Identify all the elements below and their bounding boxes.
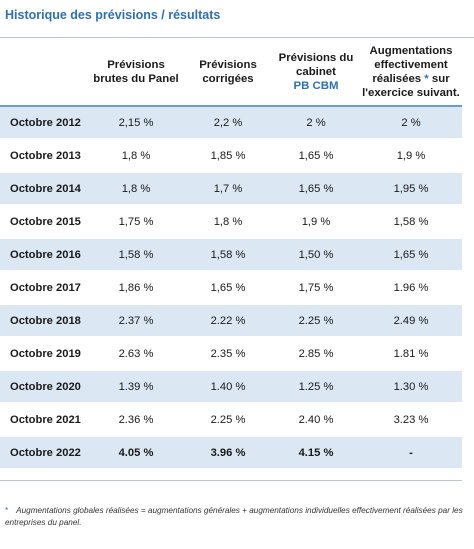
table-row: Octobre 2020 1.39 % 1.40 % 1.25 % 1.30 % bbox=[0, 370, 462, 404]
table-row: Octobre 2018 2.37 % 2.22 % 2.25 % 2.49 % bbox=[0, 304, 462, 338]
cell-actual: 1,9 % bbox=[360, 139, 462, 173]
cell-firm: 2.40 % bbox=[272, 403, 360, 437]
table-bottom-divider bbox=[0, 480, 462, 481]
cell-corrected: 2.25 % bbox=[184, 403, 272, 437]
cell-corrected: 1.40 % bbox=[184, 370, 272, 404]
header-actual-increases: Augmentations effectivement réalisées * … bbox=[360, 38, 462, 107]
table-row: Octobre 2015 1,75 % 1,8 % 1,9 % 1,58 % bbox=[0, 205, 462, 239]
page-title: Historique des prévisions / résultats bbox=[5, 8, 221, 22]
row-label: Octobre 2016 bbox=[0, 238, 88, 272]
cell-raw: 1,75 % bbox=[88, 205, 184, 239]
cell-raw: 2,15 % bbox=[88, 106, 184, 140]
table-row: Octobre 2013 1,8 % 1,85 % 1,65 % 1,9 % bbox=[0, 139, 462, 173]
table-row: Octobre 2019 2.63 % 2.35 % 2.85 % 1.81 % bbox=[0, 337, 462, 371]
header-firm-forecasts-text: Prévisions du cabinet bbox=[278, 51, 354, 78]
cell-raw: 1,8 % bbox=[88, 139, 184, 173]
row-label: Octobre 2021 bbox=[0, 403, 88, 437]
table-row: Octobre 2012 2,15 % 2,2 % 2 % 2 % bbox=[0, 106, 462, 140]
cell-actual: 3.23 % bbox=[360, 403, 462, 437]
table-row: Octobre 2016 1,58 % 1,58 % 1,50 % 1,65 % bbox=[0, 238, 462, 272]
row-label: Octobre 2019 bbox=[0, 337, 88, 371]
row-label: Octobre 2014 bbox=[0, 172, 88, 206]
cell-actual: 2 % bbox=[360, 106, 462, 140]
cell-actual: 1,65 % bbox=[360, 238, 462, 272]
cell-raw: 1,8 % bbox=[88, 172, 184, 206]
cell-actual: 1.81 % bbox=[360, 337, 462, 371]
table-row: Octobre 2021 2.36 % 2.25 % 2.40 % 3.23 % bbox=[0, 403, 462, 437]
cell-actual: 1.30 % bbox=[360, 370, 462, 404]
header-actual-increases-suffix: sur l'exercice suivant. bbox=[362, 72, 460, 99]
cell-corrected: 1,7 % bbox=[184, 172, 272, 206]
cell-corrected: 1,65 % bbox=[184, 271, 272, 305]
cell-raw: 1,58 % bbox=[88, 238, 184, 272]
row-label: Octobre 2022 bbox=[0, 436, 88, 470]
cell-corrected: 1,8 % bbox=[184, 205, 272, 239]
cell-corrected: 1,85 % bbox=[184, 139, 272, 173]
cell-raw: 2.37 % bbox=[88, 304, 184, 338]
row-label: Octobre 2020 bbox=[0, 370, 88, 404]
cell-firm: 1,75 % bbox=[272, 271, 360, 305]
header-corrected-forecasts: Prévisions corrigées bbox=[184, 38, 272, 107]
header-footnote-star: * bbox=[424, 72, 429, 85]
row-label: Octobre 2012 bbox=[0, 106, 88, 140]
cell-corrected: 2.35 % bbox=[184, 337, 272, 371]
cell-firm: 2.25 % bbox=[272, 304, 360, 338]
cell-firm: 1,65 % bbox=[272, 139, 360, 173]
cell-actual: 2.49 % bbox=[360, 304, 462, 338]
cell-raw: 2.36 % bbox=[88, 403, 184, 437]
cell-firm: 4.15 % bbox=[272, 436, 360, 470]
cell-firm: 1,65 % bbox=[272, 172, 360, 206]
header-actual-increases-text: Augmentations effectivement réalisées bbox=[369, 44, 453, 85]
header-firm-name: PB CBM bbox=[293, 79, 339, 92]
table-header-row: Prévisions brutes du Panel Prévisions co… bbox=[0, 38, 462, 107]
cell-raw: 1.39 % bbox=[88, 370, 184, 404]
cell-firm: 2.85 % bbox=[272, 337, 360, 371]
table-row: Octobre 2022 4.05 % 3.96 % 4.15 % - bbox=[0, 436, 462, 470]
cell-corrected: 2.22 % bbox=[184, 304, 272, 338]
forecast-history-table: Prévisions brutes du Panel Prévisions co… bbox=[0, 38, 462, 470]
row-label: Octobre 2015 bbox=[0, 205, 88, 239]
header-firm-forecasts: Prévisions du cabinet PB CBM bbox=[272, 38, 360, 107]
footnote: * Augmentations globales réalisées = aug… bbox=[5, 505, 463, 529]
cell-corrected: 3.96 % bbox=[184, 436, 272, 470]
cell-actual: 1,58 % bbox=[360, 205, 462, 239]
row-label: Octobre 2013 bbox=[0, 139, 88, 173]
header-raw-forecasts: Prévisions brutes du Panel bbox=[88, 38, 184, 107]
cell-firm: 1,9 % bbox=[272, 205, 360, 239]
cell-raw: 2.63 % bbox=[88, 337, 184, 371]
title-divider bbox=[0, 37, 474, 38]
row-label: Octobre 2018 bbox=[0, 304, 88, 338]
cell-firm: 1,50 % bbox=[272, 238, 360, 272]
table-row: Octobre 2014 1,8 % 1,7 % 1,65 % 1,95 % bbox=[0, 172, 462, 206]
row-label: Octobre 2017 bbox=[0, 271, 88, 305]
header-empty-cell bbox=[0, 38, 88, 107]
table-row: Octobre 2017 1,86 % 1,65 % 1,75 % 1.96 % bbox=[0, 271, 462, 305]
footnote-mark: * bbox=[5, 506, 9, 515]
cell-actual: 1,95 % bbox=[360, 172, 462, 206]
cell-firm: 2 % bbox=[272, 106, 360, 140]
footnote-text: Augmentations globales réalisées = augme… bbox=[5, 506, 463, 527]
cell-raw: 1,86 % bbox=[88, 271, 184, 305]
cell-actual: 1.96 % bbox=[360, 271, 462, 305]
cell-firm: 1.25 % bbox=[272, 370, 360, 404]
cell-actual: - bbox=[360, 436, 462, 470]
cell-corrected: 1,58 % bbox=[184, 238, 272, 272]
cell-corrected: 2,2 % bbox=[184, 106, 272, 140]
cell-raw: 4.05 % bbox=[88, 436, 184, 470]
